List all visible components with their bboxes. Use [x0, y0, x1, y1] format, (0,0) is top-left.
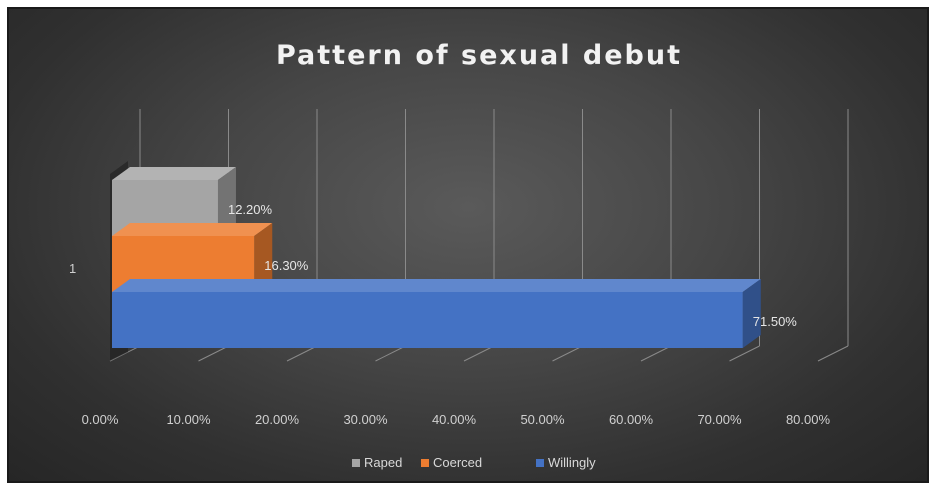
- category-label: 1: [69, 261, 76, 276]
- floor-gridline: [552, 345, 583, 362]
- chart-area: Pattern of sexual debut 0.00% 10.00% 20.00…: [7, 7, 929, 483]
- legend-label-coerced: Coerced: [433, 455, 482, 470]
- legend-swatch-willingly: [536, 459, 544, 467]
- bar-top-face: [112, 279, 761, 292]
- floor-gridline: [729, 345, 760, 362]
- legend-label-raped: Raped: [364, 455, 402, 470]
- floor-gridline: [286, 345, 318, 362]
- floor-gridline: [817, 345, 849, 362]
- bars: [112, 167, 761, 348]
- x-axis-ticks: 0.00% 10.00% 20.00% 30.00% 40.00% 50.00% 60.00…: [82, 412, 831, 427]
- floor-gridline: [375, 345, 406, 362]
- bar-willingly: [112, 279, 761, 348]
- legend-swatch-raped: [352, 459, 360, 467]
- x-tick-label: 70.00%: [697, 412, 742, 427]
- x-tick-label: 30.00%: [343, 412, 388, 427]
- legend: Raped Coerced Willingly: [352, 455, 596, 470]
- x-tick-label: 10.00%: [166, 412, 211, 427]
- floor-gridline: [463, 345, 495, 362]
- x-tick-label: 50.00%: [520, 412, 565, 427]
- data-label-coerced: 16.30%: [264, 258, 309, 273]
- chart-title: Pattern of sexual debut: [276, 40, 682, 71]
- x-tick-label: 60.00%: [609, 412, 654, 427]
- x-tick-label: 80.00%: [786, 412, 831, 427]
- legend-swatch-coerced: [421, 459, 429, 467]
- data-labels: 12.20% 16.30% 71.50%: [228, 202, 797, 329]
- legend-label-willingly: Willingly: [548, 455, 596, 470]
- y-axis-categories: 1: [69, 261, 76, 276]
- bar-top-face: [112, 167, 236, 180]
- floor-gridline: [198, 345, 229, 362]
- chart-svg: Pattern of sexual debut 0.00% 10.00% 20.00…: [69, 40, 849, 470]
- data-label-willingly: 71.50%: [753, 314, 798, 329]
- x-tick-label: 0.00%: [82, 412, 119, 427]
- bar-side-face: [217, 167, 236, 236]
- floor-gridline: [640, 345, 672, 362]
- x-tick-label: 20.00%: [255, 412, 300, 427]
- bar-side-face: [742, 279, 761, 348]
- bar-front-face: [112, 292, 743, 348]
- data-label-raped: 12.20%: [228, 202, 273, 217]
- bar-side-face: [254, 223, 273, 292]
- x-tick-label: 40.00%: [432, 412, 477, 427]
- bar-top-face: [112, 223, 273, 236]
